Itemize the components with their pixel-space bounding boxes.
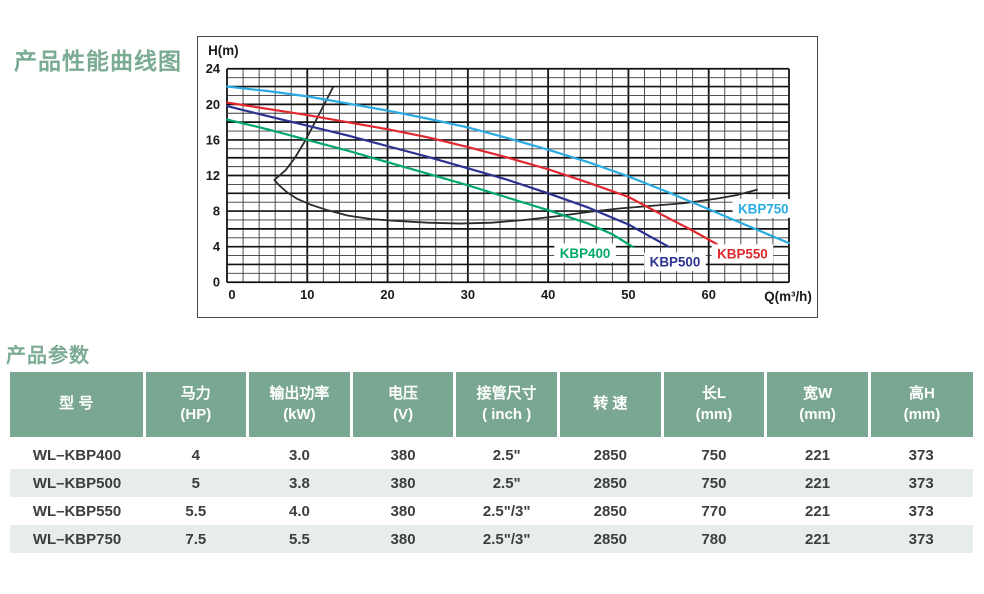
params-row-WL–KBP400: WL–KBP400 4 3.0 380 2.5" 2850 750 221 373 [10, 439, 973, 469]
performance-chart-svg: 0 4 8 12 16 20 24 0 10 20 30 40 50 60 H(m) Q(m³/h) KBP40… [206, 43, 812, 304]
params-value-cell: 7.5 [185, 530, 207, 548]
params-value-cell: 2850 [593, 474, 627, 492]
params-row-WL–KBP550: WL–KBP550 5.5 4.0 380 2.5"/3" 2850 770 221 373 [10, 497, 973, 525]
params-value-cell: 373 [908, 502, 934, 520]
params-value-cell: 750 [701, 474, 727, 492]
params-value-cell: 2850 [593, 502, 627, 520]
params-value-cell: 2.5"/3" [482, 530, 531, 548]
y-tick-label: 4 [213, 239, 221, 254]
params-value-cell: 373 [908, 530, 934, 548]
y-axis-label: H(m) [208, 43, 239, 58]
params-value-cell: 750 [701, 446, 727, 464]
params-table-body: WL–KBP400 4 3.0 380 2.5" 2850 750 221 373 WL–KBP5… [10, 439, 973, 553]
params-value-cell: 3.8 [289, 474, 310, 492]
params-section-title: 产品参数 [6, 345, 90, 367]
params-value-cell: 380 [390, 474, 416, 492]
series-label-KBP550: KBP550 [717, 247, 768, 262]
params-header-cell: 型 号 [10, 372, 144, 441]
x-tick-label: 10 [300, 287, 314, 302]
params-value-cell: 4.0 [289, 502, 310, 520]
series-operating-range-boundary-line [273, 86, 758, 225]
series-KBP400-line [225, 118, 634, 248]
params-value-cell: 221 [805, 502, 831, 520]
params-value-cell: 221 [805, 446, 831, 464]
params-header-cell: 高H (mm) [867, 372, 973, 441]
params-header-row: 型 号马力 (HP) 输出功率 (kW) 电压 (V) 接管尺寸( inch ) 转 速长L(… [10, 372, 973, 441]
params-header-cell: 电压 (V) [349, 372, 455, 441]
y-tick-label: 20 [206, 97, 220, 112]
params-value-cell: 221 [805, 474, 831, 492]
series-label-KBP750: KBP750 [738, 201, 789, 216]
params-value-cell: 2.5" [492, 446, 521, 464]
params-value-cell: 380 [390, 502, 416, 520]
params-value-cell: 221 [805, 530, 831, 548]
x-tick-label: 20 [380, 287, 394, 302]
x-tick-label: 0 [228, 287, 235, 302]
x-tick-label: 50 [621, 287, 635, 302]
params-header-cell: 输出功率 (kW) [246, 372, 352, 441]
params-row-WL–KBP750: WL–KBP750 7.5 5.5 380 2.5"/3" 2850 780 221 373 [10, 525, 973, 553]
series-label-box-KBP500 [644, 252, 706, 272]
x-tick-label: 30 [461, 287, 475, 302]
series-KBP550-line [225, 101, 718, 246]
series-label-box-KBP750 [732, 198, 795, 218]
series-label-KBP500: KBP500 [650, 255, 701, 270]
params-value-cell: 2.5" [492, 474, 521, 492]
series-KBP500-line [225, 105, 670, 248]
params-header-cell: 接管尺寸( inch ) [453, 372, 559, 441]
params-value-cell: 380 [390, 530, 416, 548]
params-value-cell: 5.5 [289, 530, 310, 548]
params-header-cell: 长L (mm) [660, 372, 766, 441]
params-value-cell: 2.5"/3" [482, 502, 531, 520]
y-tick-label: 8 [213, 204, 220, 219]
params-value-cell: 373 [908, 474, 934, 492]
params-value-cell: 3.0 [289, 446, 310, 464]
x-tick-label: 60 [702, 287, 716, 302]
params-table-head: 型 号马力 (HP) 输出功率 (kW) 电压 (V) 接管尺寸( inch ) 转 速长L(… [10, 372, 973, 441]
params-value-cell: 770 [701, 502, 727, 520]
model-name-cell: WL–KBP750 [32, 530, 122, 548]
y-tick-label: 0 [213, 275, 220, 290]
params-value-cell: 380 [390, 446, 416, 464]
params-header-cell: 马力 (HP) [142, 372, 248, 441]
params-value-cell: 780 [701, 530, 727, 548]
series-label-KBP400: KBP400 [560, 246, 611, 261]
y-tick-label: 24 [206, 61, 221, 76]
params-row-WL–KBP500: WL–KBP500 5 3.8 380 2.5" 2850 750 221 373 [10, 469, 973, 497]
performance-chart-title: 产品性能曲线图 [14, 48, 182, 74]
params-value-cell: 5 [191, 474, 200, 492]
params-header-cell: 转 速 [557, 372, 663, 441]
x-axis-label: Q(m³/h) [764, 289, 812, 304]
y-tick-label: 12 [206, 168, 220, 183]
params-value-cell: 373 [908, 446, 934, 464]
model-name-cell: WL–KBP550 [32, 502, 122, 520]
product-params-table: 型 号马力 (HP) 输出功率 (kW) 电压 (V) 接管尺寸( inch ) 转 速长L(… [10, 372, 973, 553]
series-label-box-KBP400 [554, 243, 616, 263]
x-tick-label: 40 [541, 287, 555, 302]
params-value-cell: 4 [191, 446, 200, 464]
model-name-cell: WL–KBP500 [32, 474, 122, 492]
performance-chart-box: 0 4 8 12 16 20 24 0 10 20 30 40 50 60 H(m) Q(m³/h) KBP40… [197, 36, 818, 318]
params-header-cell: 宽W (mm) [764, 372, 870, 441]
model-name-cell: WL–KBP400 [32, 446, 122, 464]
params-value-cell: 2850 [593, 530, 627, 548]
params-value-cell: 2850 [593, 446, 627, 464]
series-label-box-KBP550 [711, 244, 774, 264]
y-tick-label: 16 [206, 132, 220, 147]
params-value-cell: 5.5 [185, 502, 207, 520]
series-KBP750-line [225, 85, 791, 245]
